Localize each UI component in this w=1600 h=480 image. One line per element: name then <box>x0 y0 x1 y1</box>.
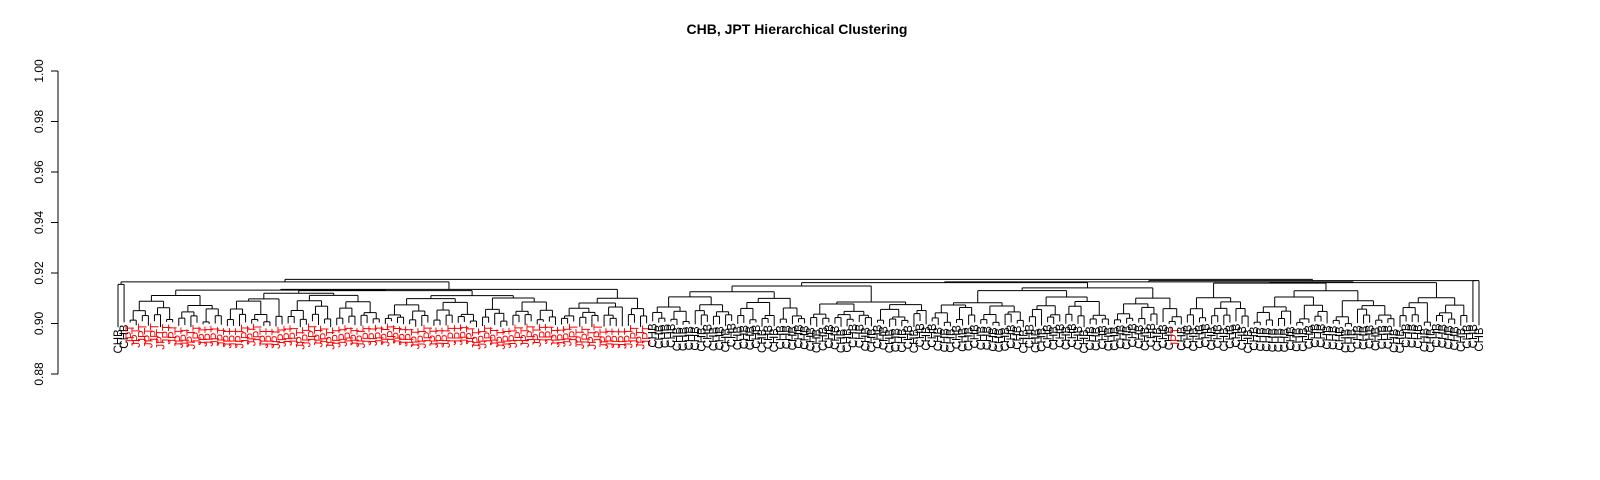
leaf-label: CHB <box>1474 327 1486 352</box>
y-tick-label: 0.94 <box>32 210 46 234</box>
y-tick-label: 0.90 <box>32 311 46 335</box>
y-tick-label: 0.88 <box>32 362 46 386</box>
dendrogram-branches <box>118 279 1479 327</box>
y-tick-label: 1.00 <box>32 59 46 83</box>
y-tick-label: 0.96 <box>32 160 46 184</box>
y-tick-label: 0.98 <box>32 109 46 133</box>
leaf-labels: CHBCHBJPTJPTJPTJPTJPTJPTJPTJPTJPTJPTJPTJ… <box>113 323 1486 354</box>
y-tick-label: 0.92 <box>32 261 46 285</box>
chart-title: CHB, JPT Hierarchical Clustering <box>687 21 908 37</box>
y-axis: 0.88 0.90 0.92 0.94 0.96 0.98 1.00 <box>32 59 58 386</box>
